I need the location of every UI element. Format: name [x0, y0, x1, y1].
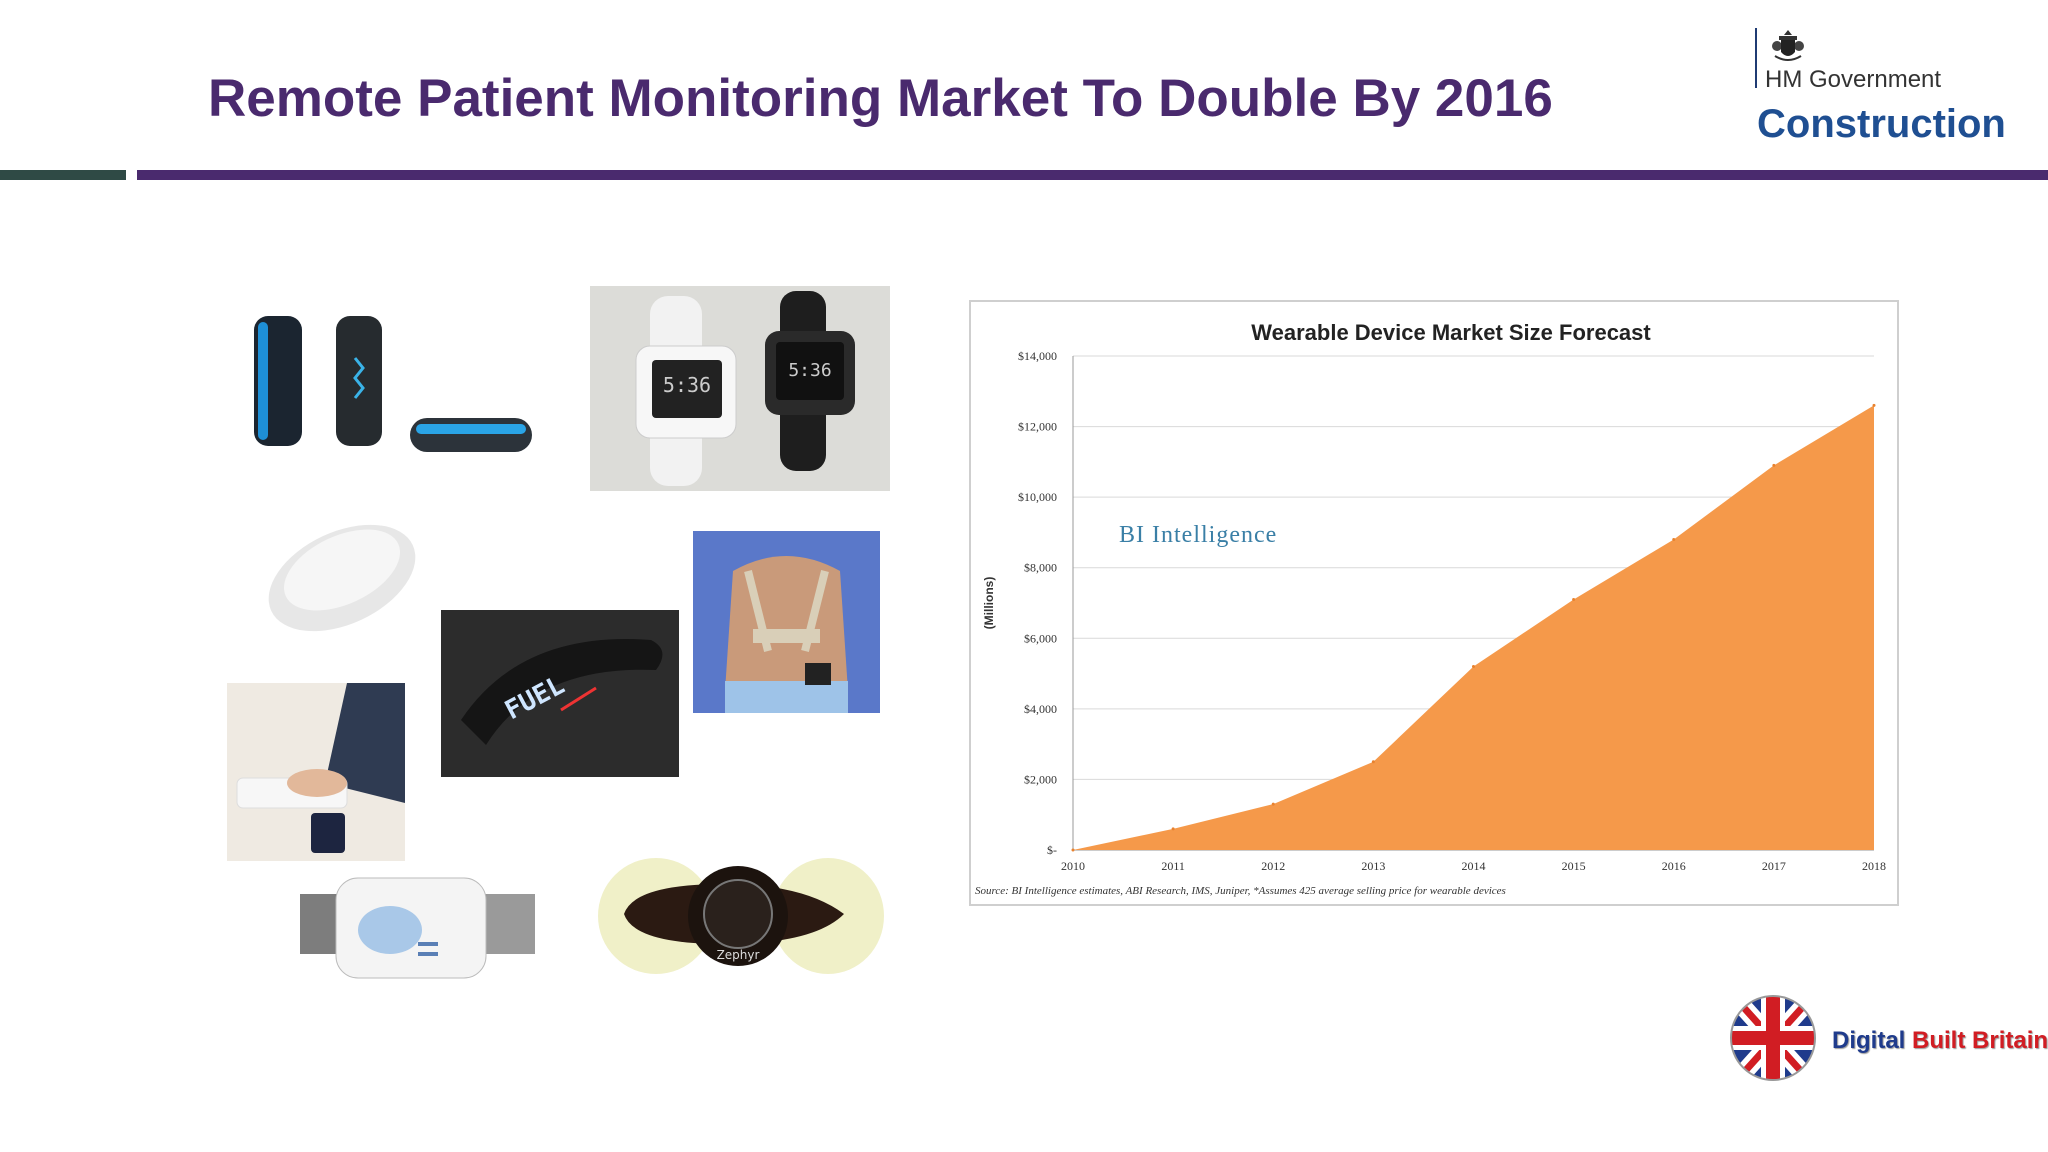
y-tick-label: $4,000 [1024, 702, 1057, 716]
digital-built-britain-logo: Digital Built Britain [1728, 990, 2048, 1090]
header-rule-purple [137, 170, 2048, 180]
royal-crest-icon [1772, 30, 1804, 61]
data-point [1171, 827, 1175, 831]
photo-fitbit-trackers [240, 298, 540, 468]
data-point [1872, 403, 1876, 407]
photo-chest-monitor [693, 531, 880, 713]
construction-label: Construction [1757, 102, 2006, 146]
photo-desk-user [227, 683, 405, 861]
sensor-brand-label: Zephyr [717, 948, 760, 962]
chart-frame: Wearable Device Market Size Forecast $- $2… [969, 300, 1899, 906]
y-tick-label: $14,000 [1018, 349, 1057, 363]
y-tick-label: $8,000 [1024, 561, 1057, 575]
x-tick-label: 2011 [1161, 859, 1185, 873]
watch-display-white: 5:36 [663, 373, 711, 397]
x-tick-label: 2010 [1061, 859, 1085, 873]
chart-title: Wearable Device Market Size Forecast [1251, 320, 1651, 345]
x-tick-label: 2016 [1662, 859, 1686, 873]
y-tick-label: $2,000 [1024, 772, 1057, 786]
photo-nike-fuelband: FUEL [441, 610, 679, 777]
hm-government-label: HM Government [1765, 66, 1942, 93]
watch-display-black: 5:36 [788, 360, 831, 381]
digital-built-britain-wordmark: Digital Built Britain [1832, 1027, 2048, 1055]
photo-wrist-device [300, 870, 535, 985]
data-point [1371, 760, 1375, 764]
x-tick-label: 2012 [1261, 859, 1285, 873]
photo-smartwatches: 5:36 5:36 [590, 286, 890, 491]
data-point [1672, 537, 1676, 541]
x-tick-label: 2013 [1361, 859, 1385, 873]
y-tick-label: $12,000 [1018, 420, 1057, 434]
hm-government-logo: HM Government Construction [1755, 26, 2035, 151]
dbb-word-built: Built [1912, 1027, 1966, 1054]
dbb-word-britain: Britain [1972, 1027, 2048, 1054]
y-tick-label: $6,000 [1024, 631, 1057, 645]
photo-zephyr-sensor: Zephyr [596, 854, 886, 984]
data-point [1472, 665, 1475, 669]
y-axis-label: (Millions) [982, 577, 996, 630]
wearable-market-chart: Wearable Device Market Size Forecast $- $2… [975, 320, 1886, 897]
slide-title: Remote Patient Monitoring Market To Doub… [208, 69, 1553, 128]
data-point [1071, 848, 1075, 852]
photo-white-sensor [250, 500, 430, 640]
x-tick-label: 2015 [1562, 859, 1586, 873]
data-point [1271, 802, 1275, 806]
x-tick-label: 2014 [1462, 859, 1486, 873]
y-tick-label: $10,000 [1018, 490, 1057, 504]
data-point [1572, 597, 1576, 601]
x-tick-label: 2017 [1762, 859, 1786, 873]
logo-divider [1755, 28, 1757, 88]
dbb-word-digital: Digital [1832, 1027, 1906, 1054]
y-tick-label: $- [1047, 843, 1057, 857]
x-tick-label: 2018 [1862, 859, 1886, 873]
area-series [1073, 405, 1874, 850]
data-point [1772, 463, 1776, 467]
header-rule-dark [0, 170, 126, 180]
union-jack-globe-icon [1730, 995, 1816, 1081]
bi-intelligence-watermark: BI Intelligence [1119, 522, 1277, 548]
chart-source-note: Source: BI Intelligence estimates, ABI R… [975, 885, 1506, 897]
